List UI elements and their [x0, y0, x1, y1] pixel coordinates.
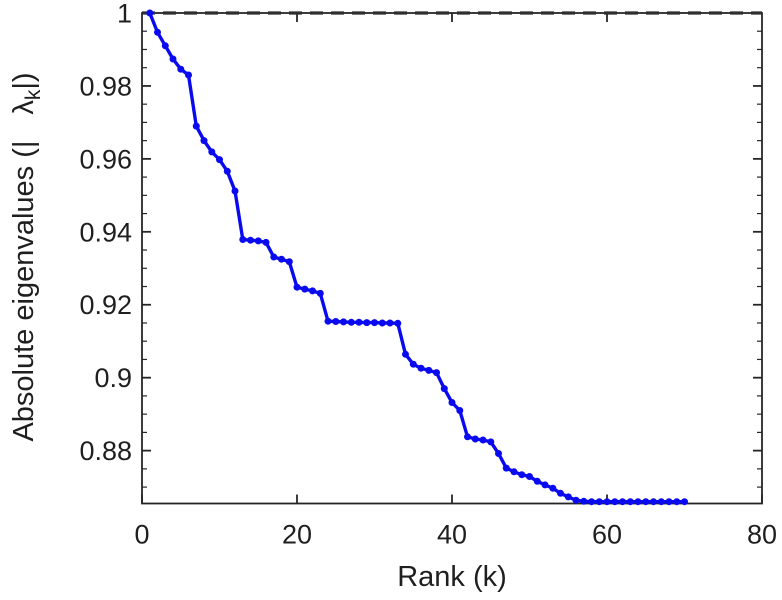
data-point-marker [332, 318, 340, 325]
data-point-marker [526, 473, 533, 480]
data-point-marker [161, 42, 169, 50]
data-point-marker [487, 438, 495, 446]
y-tick-label: 0.9 [94, 363, 132, 393]
x-tick-label: 40 [437, 520, 467, 550]
data-point-marker [378, 319, 386, 327]
axes-box [141, 12, 763, 505]
data-point-marker [262, 238, 270, 246]
x-ticks [141, 13, 763, 504]
x-tick-label: 80 [747, 520, 777, 550]
y-tick-label: 0.92 [79, 290, 132, 320]
data-point-marker [479, 436, 487, 444]
data-point-marker [417, 364, 425, 372]
data-point-marker [533, 477, 541, 485]
plot-frame [141, 12, 763, 505]
data-point-marker [270, 253, 278, 261]
y-tick-label: 0.98 [79, 71, 132, 101]
y-axis-label: Absolute eigenvalues (| λk|) [8, 72, 46, 441]
data-point-marker [146, 9, 154, 17]
data-point-marker [394, 319, 402, 327]
data-point-marker [440, 385, 448, 393]
data-point-marker [409, 360, 417, 368]
data-point-marker [588, 498, 595, 506]
data-point-marker [247, 236, 254, 244]
series-line [148, 12, 685, 504]
data-point-marker [471, 435, 479, 443]
data-point-marker [355, 318, 363, 326]
y-tick-labels: 0.88 0.9 0.92 0.94 0.96 0.98 1 [79, 0, 132, 466]
data-point-marker [309, 287, 316, 295]
data-point-marker [650, 498, 657, 506]
data-point-marker [301, 285, 309, 293]
data-point-marker [425, 366, 433, 374]
data-point-marker [169, 55, 177, 63]
data-point-marker [316, 289, 324, 297]
data-point-marker [495, 450, 502, 457]
data-point-marker [371, 319, 378, 327]
y-axis-label-prefix: Absolute eigenvalues (| [8, 140, 41, 442]
data-point-marker [510, 468, 518, 476]
data-point-marker [278, 255, 285, 263]
data-point-marker [448, 399, 456, 406]
y-tick-label: 0.88 [79, 436, 132, 466]
data-point-marker [231, 187, 239, 195]
x-tick-label: 20 [282, 520, 312, 550]
data-point-marker [254, 237, 262, 245]
data-point-marker [363, 319, 371, 327]
lambda-subscript: k [21, 89, 45, 101]
data-point-marker [665, 498, 673, 506]
data-point-marker [324, 317, 332, 325]
data-point-marker [603, 498, 611, 506]
data-point-marker [192, 122, 200, 130]
data-point-marker [611, 498, 619, 506]
data-point-marker [402, 350, 409, 358]
data-point-marker [464, 433, 471, 441]
data-point-marker [626, 498, 634, 506]
data-point-marker [177, 65, 185, 73]
x-tick-label: 60 [592, 520, 622, 550]
data-point-marker [502, 464, 510, 472]
data-point-marker [208, 148, 216, 156]
data-point-marker [572, 496, 580, 504]
data-point-marker [619, 498, 626, 506]
data-point-marker [216, 156, 223, 164]
data-point-marker [239, 236, 247, 243]
data-point-marker [657, 498, 665, 506]
data-point-marker [185, 71, 192, 79]
data-point-marker [642, 498, 650, 506]
data-point-marker [634, 498, 642, 506]
data-point-marker [200, 137, 208, 145]
y-tick-label: 1 [117, 0, 132, 29]
y-axis-label-suffix: |) [8, 72, 41, 90]
lambda-symbol: λ [8, 100, 41, 115]
y-ticks [142, 12, 762, 488]
data-point-marker [673, 498, 681, 506]
data-point-marker [681, 498, 688, 506]
x-axis-label: Rank (k) [397, 561, 507, 594]
data-point-marker [518, 471, 526, 479]
data-point-marker [595, 498, 603, 506]
data-point-marker [580, 497, 588, 505]
data-point-marker [293, 283, 301, 291]
data-point-marker [285, 258, 293, 266]
data-point-marker [557, 489, 564, 497]
data-point-marker [386, 319, 394, 327]
data-point-marker [541, 481, 549, 489]
data-point-marker [456, 407, 464, 414]
data-point-marker [433, 369, 440, 377]
data-point-marker [223, 167, 231, 175]
eigenvalue-series [146, 9, 688, 506]
y-tick-label: 0.94 [79, 217, 132, 247]
y-tick-label: 0.96 [79, 144, 132, 174]
x-tick-label: 0 [134, 520, 149, 550]
data-point-marker [340, 318, 347, 326]
x-axis-label-text: Rank (k) [397, 561, 507, 593]
data-point-marker [154, 28, 161, 36]
data-point-marker [549, 484, 557, 492]
data-point-marker [564, 493, 572, 501]
x-tick-labels: 0 20 40 60 80 [134, 520, 777, 550]
data-point-marker [347, 318, 355, 326]
